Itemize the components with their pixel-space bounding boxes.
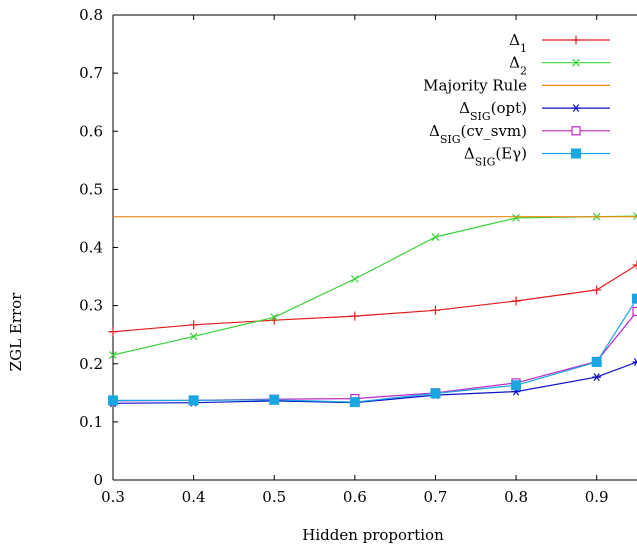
x-axis-label: Hidden proportion	[302, 526, 444, 544]
y-tick-label: 0.7	[79, 64, 103, 82]
legend-label: ΔSIG(cv_svm)	[429, 122, 527, 146]
x-tick-label: 0.8	[504, 488, 528, 506]
marker-x	[431, 233, 440, 241]
x-tick-label: 0.4	[182, 488, 206, 506]
marker-x	[633, 212, 637, 221]
y-tick-label: 0	[93, 471, 103, 489]
y-tick-label: 0.8	[79, 6, 103, 24]
marker-square-filled	[430, 388, 441, 399]
marker-x	[512, 213, 521, 222]
marker-x	[189, 332, 198, 341]
series-layer	[108, 212, 637, 408]
legend-item: ΔSIG(Eγ)	[464, 145, 610, 169]
legend-item: ΔSIG(opt)	[459, 99, 610, 123]
marker-plus	[430, 305, 440, 315]
marker-plus	[108, 327, 118, 337]
marker-square-filled	[571, 148, 581, 159]
legend-label: ΔSIG(opt)	[459, 99, 527, 123]
series-line	[112, 361, 637, 404]
marker-star	[632, 358, 637, 366]
ticks-layer: 0.3 0.4 0.5 0.6 0.7 0.8 0.9 0 0.1 0.2 0.3 0.4 0.5 0.6…	[79, 6, 608, 506]
legend-label: ΔSIG(Eγ)	[464, 145, 527, 169]
marker-square-open	[571, 126, 581, 136]
marker-plus	[592, 285, 602, 295]
marker-plus	[511, 296, 521, 306]
legend-item: Majority Rule	[423, 76, 610, 94]
marker-plus	[632, 260, 637, 270]
plot-frame	[112, 14, 637, 481]
marker-plus	[571, 35, 581, 45]
marker-square-filled	[269, 394, 280, 405]
y-tick-label: 0.4	[79, 239, 103, 257]
marker-x	[572, 58, 580, 67]
x-tick-label: 0.6	[343, 488, 367, 506]
series-line	[113, 298, 637, 403]
marker-square-filled	[591, 357, 602, 368]
marker-square-filled	[188, 395, 199, 406]
y-tick-label: 0.3	[79, 297, 103, 315]
marker-square-filled	[349, 397, 360, 408]
y-axis-label: ZGL Error	[7, 292, 25, 371]
marker-plus	[189, 320, 199, 330]
y-tick-label: 0.5	[79, 180, 103, 198]
x-tick-label: 0.7	[424, 488, 448, 506]
marker-square-filled	[511, 380, 522, 391]
marker-square-open	[632, 306, 637, 317]
series--2	[109, 212, 637, 359]
legend-item: Δ2	[509, 54, 610, 78]
y-tick-label: 0.1	[79, 413, 103, 431]
x-tick-label: 0.3	[101, 488, 125, 506]
series--sig-e-	[108, 293, 637, 408]
marker-star	[571, 104, 581, 113]
marker-x	[270, 313, 279, 322]
legend-label: Δ1	[509, 31, 527, 55]
series-line	[112, 264, 637, 333]
legend-item: ΔSIG(cv_svm)	[429, 122, 610, 146]
x-tick-label: 0.5	[262, 488, 286, 506]
marker-square-filled	[108, 395, 118, 406]
marker-star	[592, 373, 602, 382]
marker-square-filled	[632, 293, 637, 304]
y-tick-label: 0.2	[79, 355, 103, 373]
legend-item: Δ1	[509, 31, 610, 55]
legend-label: Majority Rule	[423, 76, 527, 94]
marker-plus	[350, 311, 360, 321]
marker-x	[350, 274, 359, 283]
series--1	[108, 260, 637, 337]
marker-x	[109, 351, 117, 359]
y-tick-label: 0.6	[79, 122, 103, 140]
x-tick-label: 0.9	[585, 488, 609, 506]
series--sig-cv-svm-	[108, 306, 637, 406]
legend-label: Δ2	[509, 54, 527, 78]
